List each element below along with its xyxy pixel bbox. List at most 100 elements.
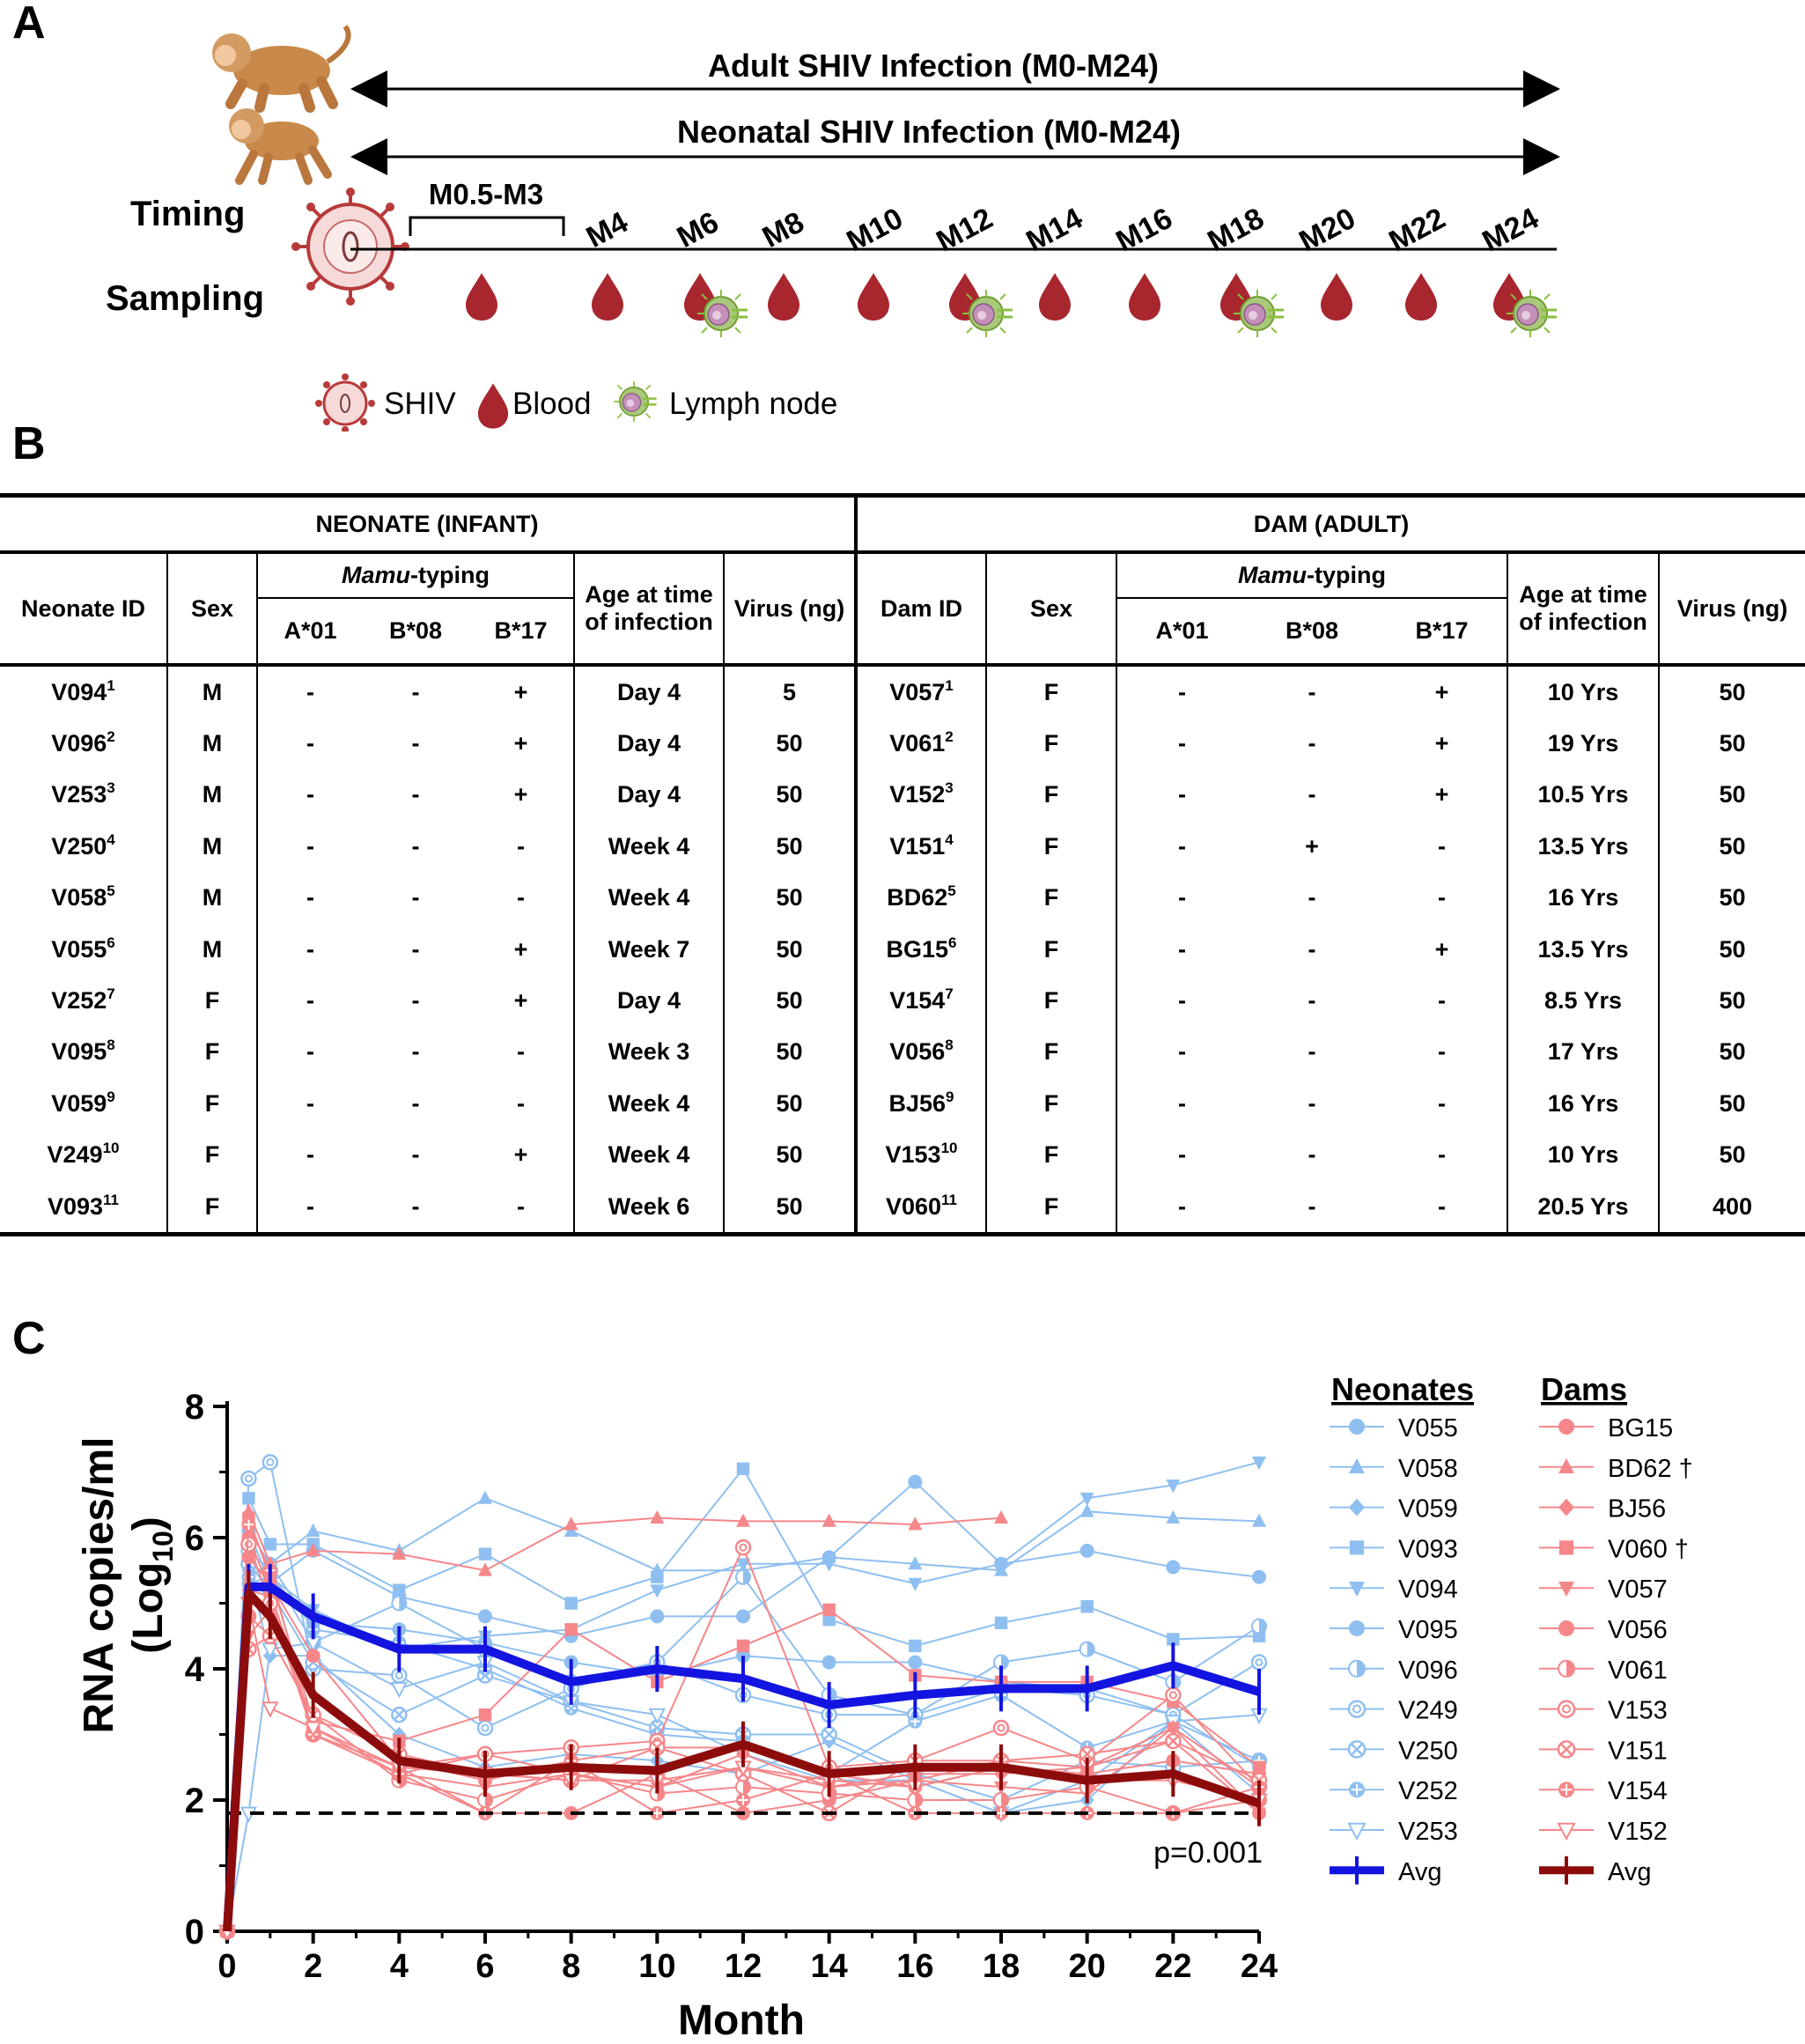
dam-point bbox=[392, 1546, 407, 1561]
x-tick-label: 2 bbox=[304, 1948, 322, 1985]
neonate-a01-cell: - bbox=[256, 769, 363, 822]
x-tick-label: 0 bbox=[217, 1948, 236, 1985]
dam-legend-label: BG15 bbox=[1608, 1414, 1673, 1443]
panel-b-letter: B bbox=[12, 418, 46, 469]
neonate-b08-cell: - bbox=[411, 935, 420, 963]
neonate-virus-cell: 50 bbox=[723, 1026, 856, 1079]
neonate-point bbox=[650, 1609, 665, 1624]
neonate-id-cell: V0941 bbox=[51, 676, 115, 705]
neonate-legend-item: V253 bbox=[1330, 1818, 1458, 1846]
neonate-point bbox=[1079, 1492, 1094, 1507]
neonate-point bbox=[564, 1597, 578, 1610]
sampling-label: Sampling bbox=[106, 279, 264, 318]
dam-sex-cell: F bbox=[985, 769, 1116, 822]
x-tick-label: 6 bbox=[475, 1948, 494, 1985]
neonate-id-cell: V0958 bbox=[51, 1037, 115, 1066]
neonate-id-cell: V0962 bbox=[51, 728, 115, 757]
neonate-point bbox=[392, 1726, 407, 1743]
dam-point bbox=[735, 1779, 751, 1796]
dam-b08-cell: + bbox=[1305, 832, 1319, 860]
neonate-sex-cell: M bbox=[166, 718, 257, 770]
dam-id-cell: V0571 bbox=[854, 665, 986, 719]
neonate-age-header: Age at time of infection bbox=[573, 552, 724, 665]
dam-b17-cell: + bbox=[1434, 678, 1449, 705]
table-row: V0585 M - - - Week 4 50 BD625 F - - -16 Yrs 50 bbox=[0, 872, 1805, 924]
dam-b08-cell: - bbox=[1308, 1089, 1316, 1117]
neonate-age-cell: Week 7 bbox=[573, 923, 724, 976]
neonate-b08-cell: - bbox=[411, 1089, 420, 1117]
neonate-legend-item: V093 bbox=[1330, 1535, 1458, 1563]
neonate-legend-label: V093 bbox=[1398, 1535, 1458, 1563]
table-row: V09311 F - - - Week 6 50 V06011 F - - -20.5 Yrs 400 bbox=[0, 1180, 1805, 1235]
neonate-b08-cell: - bbox=[411, 1038, 420, 1066]
neonate-legend-label: V096 bbox=[1398, 1657, 1458, 1685]
dam-b17-cell: - bbox=[1438, 1089, 1446, 1117]
dam-age-cell: 19 Yrs bbox=[1507, 718, 1659, 770]
x-tick-label: 16 bbox=[896, 1948, 933, 1985]
dam-virus-cell: 50 bbox=[1658, 718, 1805, 770]
dam-point bbox=[477, 1792, 493, 1808]
dam-virus-cell: 50 bbox=[1658, 1078, 1805, 1130]
neonate-legend-marker bbox=[1347, 1822, 1367, 1841]
dam-a01-cell: - bbox=[1116, 923, 1247, 976]
dam-id-header: Dam ID bbox=[854, 552, 986, 665]
dam-virus-cell: 50 bbox=[1658, 1129, 1805, 1181]
panel-c-letter: C bbox=[12, 1313, 46, 1364]
neonate-age-cell: Week 3 bbox=[573, 1026, 724, 1079]
month-label-m8: M8 bbox=[757, 205, 810, 255]
blood-drop-icon bbox=[466, 273, 497, 321]
neonate-b17-cell: - bbox=[517, 1038, 525, 1066]
neonate-age-cell: Day 4 bbox=[573, 975, 724, 1027]
neonate-point bbox=[1167, 1633, 1180, 1646]
neonate-point bbox=[476, 1719, 494, 1737]
legend-shiv-label: SHIV bbox=[384, 387, 456, 421]
dam-virus-cell: 50 bbox=[1658, 821, 1805, 873]
dam-point bbox=[993, 1792, 1009, 1808]
neonate-virus-cell: 50 bbox=[723, 821, 856, 873]
dam-sex-cell: F bbox=[985, 821, 1116, 873]
dam-legend-label: V061 bbox=[1608, 1657, 1668, 1685]
dam-point bbox=[821, 1513, 836, 1527]
neonate-point bbox=[736, 1462, 750, 1475]
dam-a01-cell: - bbox=[1116, 975, 1247, 1027]
blood-drop-icon bbox=[592, 273, 623, 321]
dam-point bbox=[305, 1721, 322, 1738]
legend-blood-label: Blood bbox=[512, 387, 592, 421]
neonate-point bbox=[908, 1474, 923, 1489]
neonate-legend-item: V055 bbox=[1330, 1414, 1458, 1443]
neonate-sex-cell: F bbox=[166, 1129, 257, 1181]
dam-point bbox=[306, 1649, 320, 1664]
neonate-legend-marker bbox=[1349, 1782, 1365, 1798]
dam-sex-cell: F bbox=[985, 975, 1116, 1027]
neonate-id-cell: V09311 bbox=[47, 1191, 120, 1220]
dam-a01-cell: - bbox=[1116, 718, 1247, 770]
x-tick-label: 18 bbox=[983, 1948, 1020, 1985]
neonate-virus-cell: 50 bbox=[723, 1129, 856, 1181]
neonate-b17-cell: - bbox=[517, 1089, 525, 1117]
dam-b17-cell: + bbox=[1434, 781, 1449, 808]
neonate-virus-cell: 50 bbox=[723, 1078, 856, 1130]
sample-icons bbox=[466, 273, 1558, 339]
dam-age-header: Age at time of infection bbox=[1507, 552, 1659, 665]
neonate-a01-cell: - bbox=[256, 1078, 363, 1130]
neonate-b17-cell: + bbox=[513, 678, 528, 705]
dam-a01-header: A*01 bbox=[1116, 598, 1247, 665]
dam-age-cell: 20.5 Yrs bbox=[1507, 1180, 1659, 1235]
dam-id-cell: BJ569 bbox=[854, 1078, 986, 1130]
dam-legend-item: V151 bbox=[1539, 1737, 1668, 1765]
dam-b17-cell: - bbox=[1438, 1192, 1446, 1220]
neonate-point bbox=[994, 1556, 1008, 1571]
dam-b08-cell: - bbox=[1308, 1192, 1316, 1220]
neonate-point bbox=[242, 1492, 255, 1505]
neonate-point bbox=[262, 1454, 279, 1471]
dam-legend-marker bbox=[1558, 1540, 1574, 1555]
neonate-sex-cell: F bbox=[166, 1078, 257, 1130]
neonate-legend-label: V249 bbox=[1398, 1697, 1458, 1725]
dam-legend-marker bbox=[1557, 1740, 1576, 1759]
neonate-point bbox=[735, 1568, 751, 1585]
dam-legend-label: V060 † bbox=[1608, 1535, 1689, 1563]
neonate-legend-marker bbox=[1348, 1659, 1366, 1678]
neonate-point bbox=[821, 1726, 837, 1743]
dam-b17-cell: - bbox=[1438, 987, 1446, 1015]
